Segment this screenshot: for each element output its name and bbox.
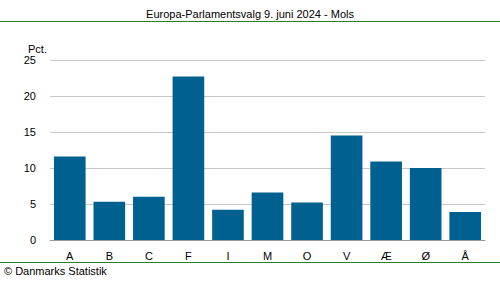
svg-text:Ø: Ø <box>421 250 430 262</box>
svg-text:20: 20 <box>24 90 36 102</box>
svg-text:© Danmarks Statistik: © Danmarks Statistik <box>4 265 107 277</box>
svg-text:5: 5 <box>30 198 36 210</box>
svg-text:B: B <box>106 250 113 262</box>
svg-text:I: I <box>226 250 229 262</box>
svg-text:V: V <box>343 250 351 262</box>
svg-text:Æ: Æ <box>381 250 392 262</box>
svg-text:F: F <box>185 250 192 262</box>
svg-text:O: O <box>303 250 312 262</box>
svg-text:Europa-Parlamentsvalg 9. juni: Europa-Parlamentsvalg 9. juni 2024 - Mol… <box>146 8 354 20</box>
svg-text:Å: Å <box>462 250 470 262</box>
svg-text:M: M <box>263 250 272 262</box>
svg-text:C: C <box>145 250 153 262</box>
svg-text:A: A <box>66 250 74 262</box>
svg-text:15: 15 <box>24 126 36 138</box>
svg-text:Pct.: Pct. <box>28 43 47 55</box>
svg-text:25: 25 <box>24 54 36 66</box>
svg-text:10: 10 <box>24 162 36 174</box>
svg-text:0: 0 <box>30 234 36 246</box>
